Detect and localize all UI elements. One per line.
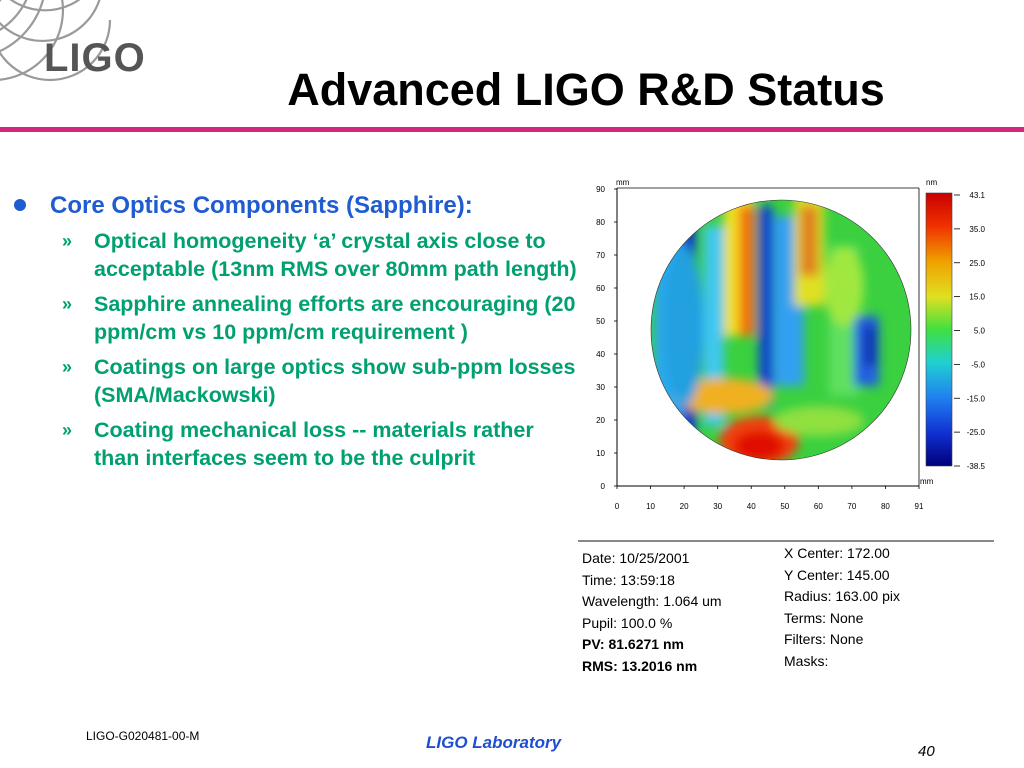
- colorbar-tick-label: -5.0: [971, 360, 985, 369]
- colorbar-tick-label: 35.0: [969, 225, 985, 234]
- sub-bullet: » Optical homogeneity ‘a’ crystal axis c…: [10, 228, 580, 283]
- x-tick-label: 0: [615, 502, 620, 511]
- colorbar-unit: nm: [926, 178, 937, 187]
- surface-map-disc: [651, 200, 911, 460]
- y-tick-label: 40: [596, 350, 605, 359]
- sub-bullet-marker: »: [62, 294, 73, 314]
- x-tick-label: 91: [915, 502, 924, 511]
- meas-time: Time: 13:59:18: [582, 571, 675, 588]
- y-tick-label: 80: [596, 218, 605, 227]
- colorbar-tick-label: 5.0: [974, 327, 986, 336]
- sub-bullet-text: Optical homogeneity ‘a’ crystal axis clo…: [94, 229, 577, 281]
- meas-wavelength: Wavelength: 1.064 um: [582, 593, 722, 609]
- meas-y-center: Y Center: 145.00: [784, 566, 890, 583]
- lab-name: LIGO Laboratory: [426, 733, 562, 752]
- title-divider: [0, 127, 1024, 132]
- ligo-logo-arcs: [0, 0, 112, 82]
- meas-x-center: X Center: 172.00: [784, 545, 890, 561]
- measurement-panel: Date: 10/25/2001 Time: 13:59:18 Waveleng…: [578, 540, 994, 674]
- meas-filters: Filters: None: [784, 631, 864, 647]
- axis-unit-top: mm: [616, 178, 630, 187]
- slide-title: Advanced LIGO R&D Status: [287, 64, 885, 115]
- x-tick-label: 50: [780, 502, 789, 511]
- axis-unit-right: mm: [920, 477, 934, 486]
- y-tick-label: 50: [596, 317, 605, 326]
- meas-pv: PV: 81.6271 nm: [582, 636, 684, 652]
- panel-divider: [578, 540, 994, 542]
- meas-date: Date: 10/25/2001: [582, 550, 690, 566]
- meas-masks: Masks:: [784, 652, 829, 669]
- x-tick-label: 40: [747, 502, 756, 511]
- y-tick-label: 90: [596, 185, 605, 194]
- x-tick-label: 60: [814, 502, 823, 511]
- x-tick-label: 80: [881, 502, 890, 511]
- meas-radius: Radius: 163.00 pix: [784, 588, 900, 604]
- sub-bullet-text: Coatings on large optics show sub-ppm lo…: [94, 355, 576, 407]
- document-id: LIGO-G020481-00-M: [86, 729, 200, 743]
- bullet-list: Core Optics Components (Sapphire): » Opt…: [10, 190, 580, 480]
- x-tick-label: 20: [680, 502, 689, 511]
- colorbar-tick-label: -25.0: [967, 428, 986, 437]
- colorbar-tick-label: 43.1: [969, 191, 985, 200]
- sub-bullet-marker: »: [62, 357, 73, 377]
- x-tick-label: 30: [713, 502, 722, 511]
- meas-rms: RMS: 13.2016 nm: [582, 657, 698, 674]
- meas-terms: Terms: None: [784, 609, 864, 626]
- sub-bullet-marker: »: [62, 231, 73, 251]
- y-tick-label: 30: [596, 383, 605, 392]
- y-tick-label: 60: [596, 284, 605, 293]
- sub-bullet-marker: »: [62, 420, 73, 440]
- colorbar-tick-label: -15.0: [967, 394, 986, 403]
- colorbar: [925, 192, 953, 467]
- y-tick-label: 10: [596, 449, 605, 458]
- ligo-logo: LIGO: [44, 36, 146, 80]
- colorbar-tick-label: 15.0: [969, 293, 985, 302]
- sub-bullet-text: Sapphire annealing efforts are encouragi…: [94, 292, 576, 344]
- sub-bullet: » Sapphire annealing efforts are encoura…: [10, 291, 580, 346]
- page-number: 40: [918, 743, 935, 760]
- colorbar-tick-label: -38.5: [967, 462, 986, 471]
- bullet-dot-icon: [14, 199, 26, 211]
- x-tick-label: 10: [646, 502, 655, 511]
- sub-bullet-text: Coating mechanical loss -- materials rat…: [94, 418, 534, 470]
- y-tick-label: 20: [596, 416, 605, 425]
- sub-bullet: » Coating mechanical loss -- materials r…: [10, 417, 580, 472]
- sub-bullet: » Coatings on large optics show sub-ppm …: [10, 354, 580, 409]
- meas-pupil: Pupil: 100.0 %: [582, 614, 673, 631]
- bullet-main-text: Core Optics Components (Sapphire):: [50, 192, 473, 219]
- x-tick-label: 70: [847, 502, 856, 511]
- y-tick-label: 0: [601, 482, 606, 491]
- bullet-main: Core Optics Components (Sapphire):: [10, 190, 580, 221]
- y-tick-label: 70: [596, 251, 605, 260]
- colorbar-tick-label: 25.0: [969, 259, 985, 268]
